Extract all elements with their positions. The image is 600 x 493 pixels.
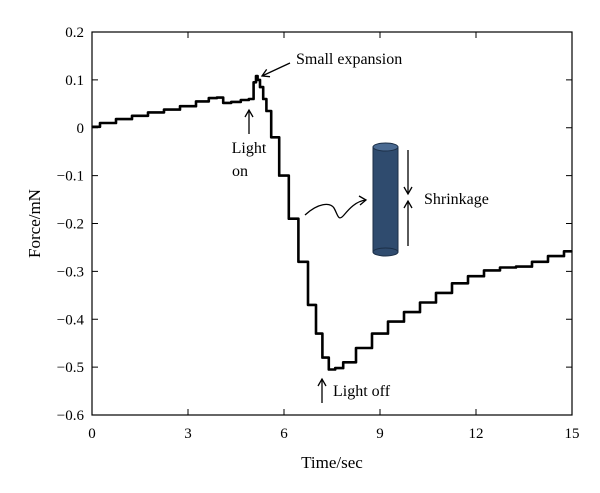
data-point xyxy=(203,100,205,103)
data-point xyxy=(325,356,327,359)
data-point xyxy=(213,97,215,99)
small-expansion-arrow-shaft xyxy=(261,62,291,77)
light-off-arrow-head xyxy=(317,377,327,387)
data-point xyxy=(571,250,573,252)
data-point xyxy=(411,311,413,313)
data-point xyxy=(318,333,320,335)
data-layer xyxy=(91,74,573,371)
x-tick-label: 12 xyxy=(469,426,484,442)
x-tick-label: 3 xyxy=(184,426,192,442)
light-squiggle xyxy=(304,199,367,219)
y-tick-label: −0.3 xyxy=(57,264,84,280)
data-point xyxy=(139,115,141,117)
shrinkage-arrow-down xyxy=(403,150,413,196)
series-line-0 xyxy=(92,74,572,371)
y-tick-label: 0 xyxy=(77,121,85,137)
data-point xyxy=(395,321,397,323)
data-point xyxy=(273,136,275,138)
plot-frame xyxy=(91,31,573,416)
data-point xyxy=(363,347,365,349)
axes: 0 3 6 9 12 15 0.2 0.1 0 −0.1 −0.2 −0.3 −0.4 −0.5 −0.6 T… xyxy=(25,25,580,472)
data-point xyxy=(91,126,93,128)
data-point xyxy=(155,111,157,114)
y-tick-label: 0.1 xyxy=(65,73,84,89)
x-tick-label: 15 xyxy=(565,426,580,442)
data-point xyxy=(123,118,125,120)
data-point xyxy=(302,261,304,263)
shrinkage-arrow-up-head xyxy=(403,199,413,209)
x-axis-title: Time/sec xyxy=(301,453,363,472)
data-point xyxy=(539,261,541,263)
data-point xyxy=(523,265,525,268)
annotation-layer: Small expansion Light on Light off Shrinkage xyxy=(232,51,489,403)
data-point xyxy=(337,367,339,369)
y-tick-label: −0.5 xyxy=(57,360,84,376)
data-point xyxy=(254,81,256,83)
data-point xyxy=(283,175,285,177)
y-tick-label: 0.2 xyxy=(65,25,84,41)
y-tick-label: −0.4 xyxy=(57,312,85,328)
light-off-label: Light off xyxy=(333,383,391,400)
data-point xyxy=(267,110,269,112)
light-on-arrow-head xyxy=(244,108,254,118)
y-tick-label: −0.6 xyxy=(57,408,85,424)
data-point xyxy=(475,275,477,277)
data-point xyxy=(256,75,258,77)
small-expansion-arrow-head xyxy=(260,69,271,78)
shrinkage-arrow-down-head xyxy=(403,186,413,196)
data-point xyxy=(427,301,429,304)
x-tick-label: 0 xyxy=(88,426,96,442)
light-on-label-line2: on xyxy=(232,163,248,180)
data-point xyxy=(225,102,227,104)
data-point xyxy=(107,122,109,124)
data-point xyxy=(261,86,263,88)
data-point xyxy=(331,368,333,371)
data-point xyxy=(491,269,493,272)
data-point xyxy=(379,333,381,335)
light-on-arrow xyxy=(244,108,254,134)
data-point xyxy=(219,96,221,99)
light-squiggle-head xyxy=(358,195,368,206)
small-expansion-arrow xyxy=(260,62,291,78)
cylinder-body xyxy=(372,146,399,253)
cylinder-top xyxy=(372,142,399,152)
cylinder-bottom xyxy=(372,247,399,257)
data-point xyxy=(555,255,557,257)
data-point xyxy=(347,361,349,363)
light-on-label-line1: Light xyxy=(232,140,267,157)
sample-cylinder xyxy=(372,142,399,257)
data-point xyxy=(257,79,259,81)
data-point xyxy=(443,292,445,294)
data-point xyxy=(187,105,189,107)
data-point xyxy=(459,282,461,284)
data-point xyxy=(312,304,314,306)
data-point xyxy=(245,99,247,101)
data-point xyxy=(235,101,237,103)
shrinkage-arrow-up xyxy=(403,199,413,246)
y-tick-label: −0.2 xyxy=(57,217,84,233)
data-point xyxy=(293,218,295,220)
y-axis-title: Force/mN xyxy=(25,189,44,258)
data-point xyxy=(507,266,509,269)
small-expansion-label: Small expansion xyxy=(296,51,402,68)
y-tick-label: −0.1 xyxy=(57,169,84,185)
data-point xyxy=(171,108,173,111)
data-point xyxy=(264,98,266,100)
data-point xyxy=(251,98,253,100)
x-tick-label: 6 xyxy=(280,426,288,442)
light-off-arrow xyxy=(317,377,327,403)
shrinkage-label: Shrinkage xyxy=(424,191,489,208)
x-tick-label: 9 xyxy=(376,426,384,442)
